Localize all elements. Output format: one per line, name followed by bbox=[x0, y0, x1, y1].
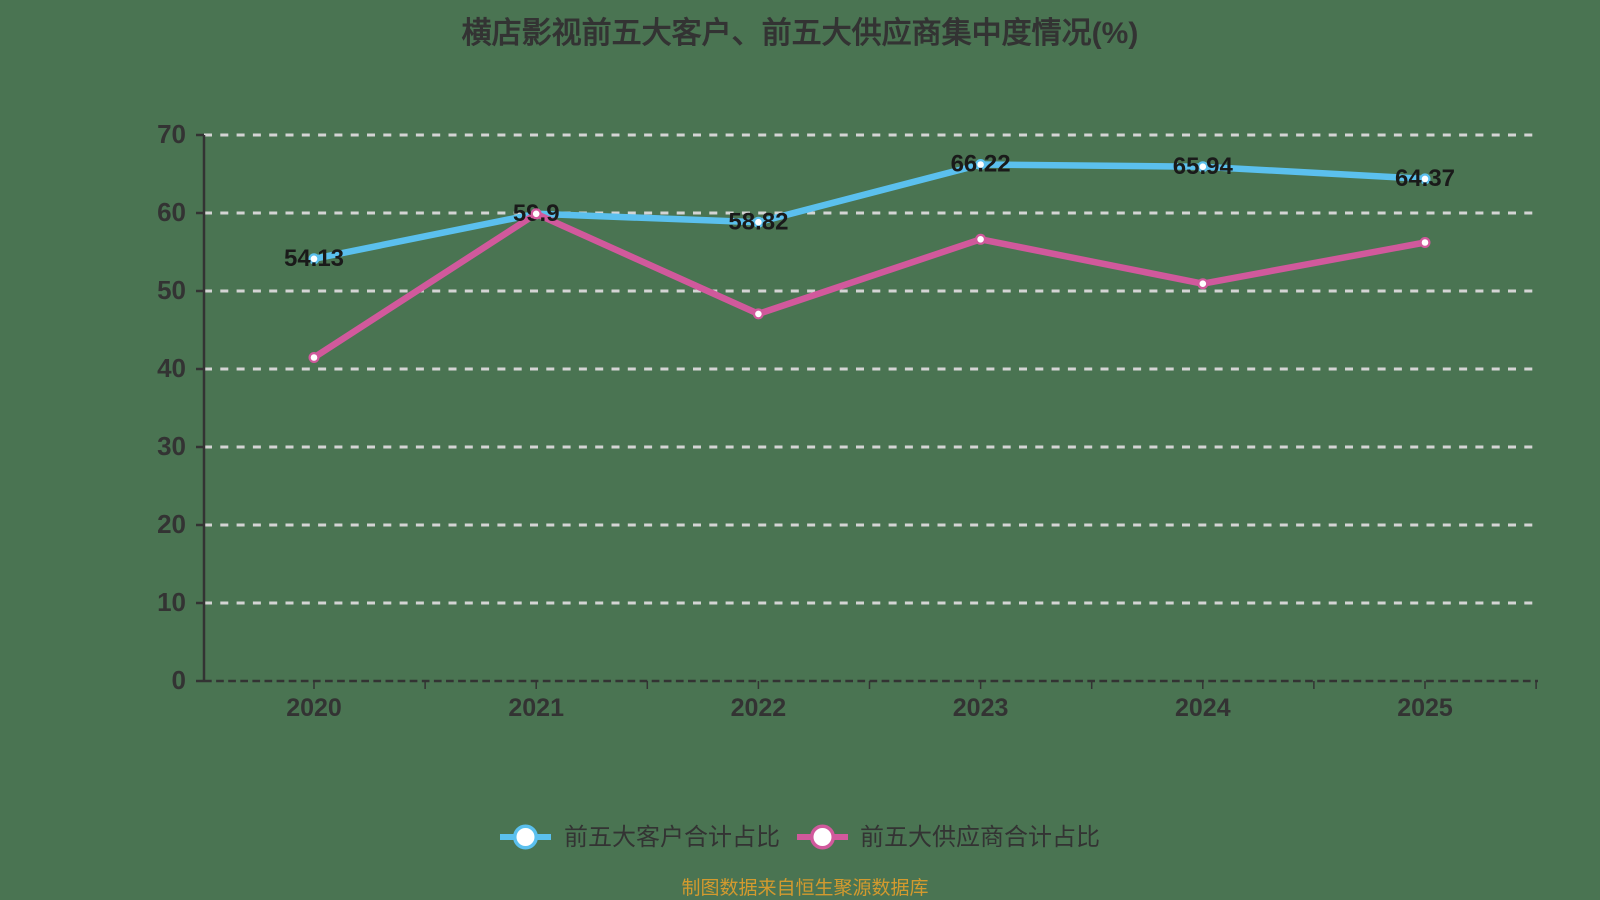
svg-text:2020: 2020 bbox=[286, 694, 342, 722]
svg-text:制图数据来自恒生聚源数据库: 制图数据来自恒生聚源数据库 bbox=[681, 877, 928, 899]
svg-text:2021: 2021 bbox=[508, 694, 564, 722]
svg-text:10: 10 bbox=[157, 587, 186, 617]
svg-text:66.22: 66.22 bbox=[951, 151, 1011, 178]
svg-text:前五大供应商合计占比: 前五大供应商合计占比 bbox=[860, 824, 1100, 851]
svg-text:2025: 2025 bbox=[1397, 694, 1453, 722]
svg-text:前五大客户合计占比: 前五大客户合计占比 bbox=[564, 824, 780, 851]
svg-text:58.82: 58.82 bbox=[728, 208, 788, 235]
svg-text:70: 70 bbox=[157, 119, 186, 149]
svg-text:2022: 2022 bbox=[731, 694, 787, 722]
svg-text:2023: 2023 bbox=[953, 694, 1009, 722]
svg-text:60: 60 bbox=[157, 197, 186, 227]
svg-text:20: 20 bbox=[157, 509, 186, 539]
svg-text:50: 50 bbox=[157, 275, 186, 305]
svg-text:40: 40 bbox=[157, 353, 186, 383]
svg-text:64.37: 64.37 bbox=[1395, 165, 1455, 192]
svg-text:54.13: 54.13 bbox=[284, 245, 344, 272]
svg-text:65.94: 65.94 bbox=[1173, 153, 1234, 180]
svg-text:0: 0 bbox=[172, 665, 186, 695]
svg-text:30: 30 bbox=[157, 431, 186, 461]
svg-text:2024: 2024 bbox=[1175, 694, 1231, 722]
